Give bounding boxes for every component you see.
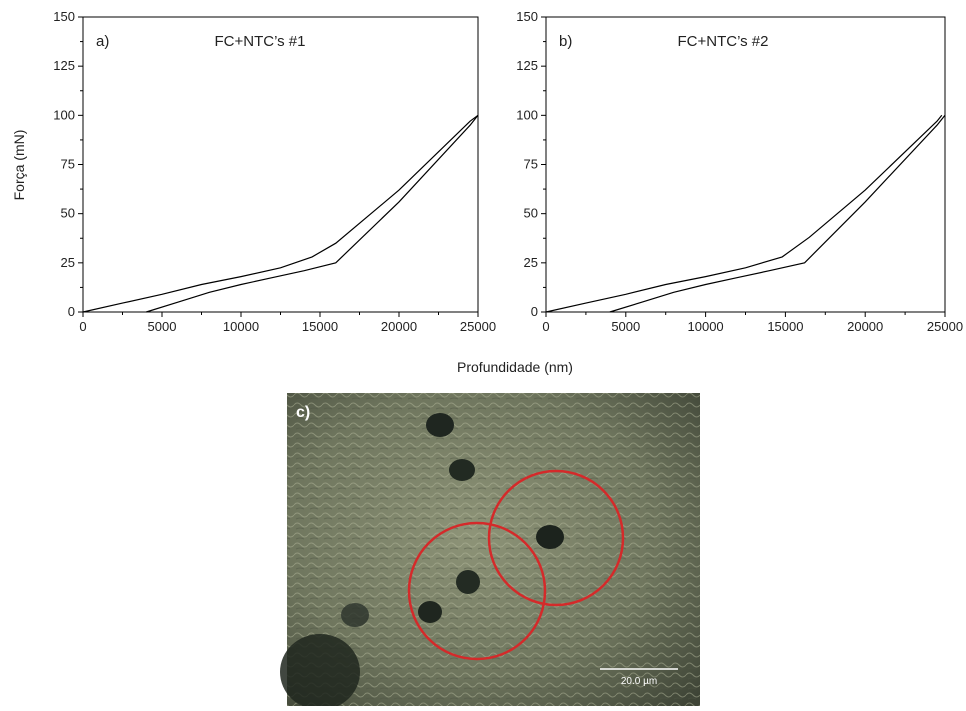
x-axis-label: Profundidade (nm) — [457, 359, 573, 375]
pore — [536, 525, 564, 549]
scale-bar-label: 20.0 µm — [621, 676, 657, 687]
y-tick-label: 75 — [524, 157, 538, 172]
x-tick-label: 15000 — [302, 319, 338, 334]
x-tick-label: 5000 — [148, 319, 177, 334]
y-tick-label: 25 — [524, 255, 538, 270]
indent-circle — [487, 469, 625, 607]
data-line — [82, 114, 479, 313]
panel-label: a) — [96, 33, 109, 50]
micrograph-texture — [287, 393, 700, 706]
x-tick-label: 20000 — [381, 319, 417, 334]
x-tick-label: 20000 — [847, 319, 883, 334]
pore — [449, 459, 475, 481]
y-tick-label: 0 — [68, 304, 75, 319]
pore — [341, 603, 369, 627]
dark-region — [280, 634, 360, 710]
y-tick-label: 0 — [531, 304, 538, 319]
y-tick-label: 100 — [53, 107, 75, 122]
y-tick-label: 75 — [61, 157, 75, 172]
chart-title: FC+NTC’s #2 — [678, 33, 769, 50]
y-tick-label: 125 — [516, 58, 538, 73]
pore — [426, 413, 454, 437]
x-tick-label: 10000 — [223, 319, 259, 334]
chart-title: FC+NTC’s #1 — [215, 33, 306, 50]
x-tick-label: 0 — [542, 319, 549, 334]
x-tick-label: 10000 — [688, 319, 724, 334]
y-tick-label: 25 — [61, 255, 75, 270]
y-tick-label: 150 — [516, 9, 538, 24]
x-tick-label: 0 — [79, 319, 86, 334]
y-tick-label: 125 — [53, 58, 75, 73]
indent-circle — [407, 521, 547, 661]
y-axis-label: Força (mN) — [11, 130, 27, 201]
x-tick-label: 5000 — [611, 319, 640, 334]
y-tick-label: 150 — [53, 9, 75, 24]
y-tick-label: 50 — [61, 206, 75, 221]
pore — [456, 570, 480, 594]
panel-label: b) — [559, 33, 572, 50]
y-tick-label: 100 — [516, 107, 538, 122]
y-tick-label: 50 — [524, 206, 538, 221]
data-line — [146, 114, 479, 313]
x-tick-label: 25000 — [927, 319, 963, 334]
pore — [418, 601, 442, 623]
panel-label: c) — [296, 404, 310, 421]
x-tick-label: 15000 — [767, 319, 803, 334]
data-line — [609, 114, 946, 313]
data-line — [545, 114, 943, 313]
x-tick-label: 25000 — [460, 319, 496, 334]
micrograph: 20.0 µm c) — [280, 393, 700, 710]
